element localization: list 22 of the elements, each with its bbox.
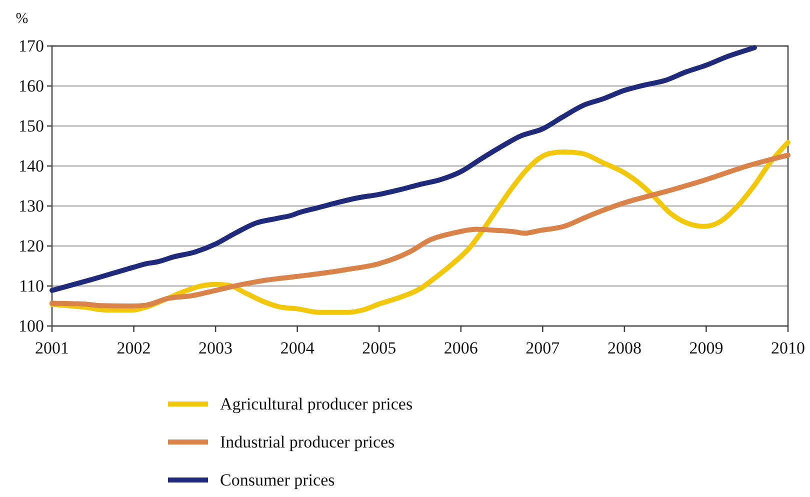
y-tick-label: 170 <box>18 36 44 56</box>
y-axis-title: % <box>16 11 28 27</box>
x-tick-label: 2003 <box>198 338 233 358</box>
legend-label: Industrial producer prices <box>220 432 395 452</box>
y-tick-label: 110 <box>19 276 44 296</box>
x-tick-label: 2002 <box>116 338 151 358</box>
x-tick-label: 2009 <box>689 338 724 358</box>
x-tick-label: 2008 <box>607 338 642 358</box>
y-tick-label: 150 <box>18 116 44 136</box>
x-tick-label: 2005 <box>362 338 396 358</box>
y-tick-label: 140 <box>18 156 44 176</box>
legend-label: Consumer prices <box>220 470 335 490</box>
x-tick-label: 2010 <box>771 338 805 358</box>
y-tick-label: 130 <box>18 196 44 216</box>
x-tick-label: 2004 <box>280 338 315 358</box>
x-tick-label: 2006 <box>444 338 478 358</box>
y-tick-label: 100 <box>18 316 44 336</box>
y-tick-label: 160 <box>18 76 44 96</box>
y-tick-label: 120 <box>18 236 44 256</box>
x-tick-label: 2001 <box>35 338 69 358</box>
x-tick-label: 2007 <box>526 338 560 358</box>
legend-label: Agricultural producer prices <box>220 394 413 414</box>
